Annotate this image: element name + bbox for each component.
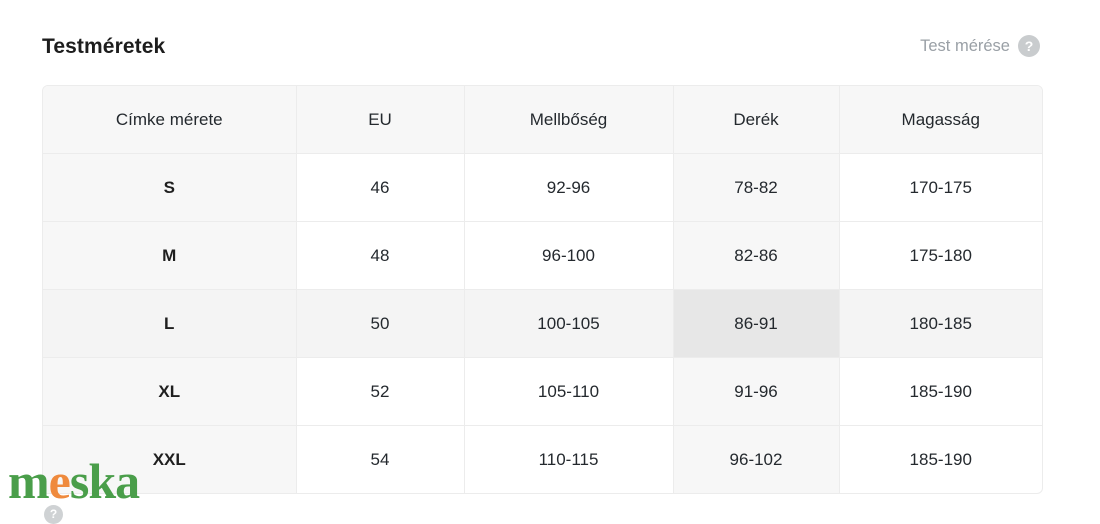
cell-height: 185-190 (909, 449, 972, 469)
cell-height: 180-185 (839, 289, 1042, 358)
table-row[interactable]: M 48 96-100 82-86 175-180 (43, 221, 1042, 290)
cell-waist[interactable]: 86-91 (673, 289, 840, 358)
cell-waist: 78-82 (673, 153, 840, 222)
column-header-chest: Mellbőség (464, 86, 674, 154)
cell-chest: 100-105 (464, 289, 674, 358)
cell-waist: 96-102 (673, 425, 840, 493)
cell-chest: 96-100 (464, 221, 674, 290)
column-header-eu: EU (296, 86, 465, 154)
column-header-label: Címke mérete (43, 86, 297, 154)
cell-waist: 91-96 (673, 357, 840, 426)
table-row[interactable]: XXL 54 110-115 96-102 185-190 (43, 425, 1042, 493)
cell-size-label: XXL (43, 425, 297, 493)
cell-chest: 105-110 (464, 357, 674, 426)
cell-waist: 82-86 (673, 221, 840, 290)
table-body: S 46 92-96 78-82 170-175 M 48 96-100 82-… (43, 153, 1042, 493)
cell-size-label: XL (43, 357, 297, 426)
cell-chest: 92-96 (464, 153, 674, 222)
section-header: Testméretek Test mérése ? (42, 26, 1040, 66)
table-header: Címke mérete EU Mellbőség Derék Magasság (43, 86, 1042, 154)
size-table: Címke mérete EU Mellbőség Derék Magasság… (43, 86, 1042, 493)
table-header-row: Címke mérete EU Mellbőség Derék Magasság (43, 86, 1042, 154)
page-title: Testméretek (42, 34, 166, 58)
measure-help-label: Test mérése (920, 36, 1010, 55)
cell-height: 175-180 (839, 221, 1042, 290)
clipped-footnote: ? (44, 504, 1004, 524)
cell-eu: 46 (296, 153, 465, 222)
table-row[interactable]: XL 52 105-110 91-96 185-190 (43, 357, 1042, 426)
cell-height: 185-190 (839, 357, 1042, 426)
column-header-height: Magasság (839, 86, 1042, 154)
cell-chest: 110-115 (464, 425, 674, 493)
cell-eu: 48 (296, 221, 465, 290)
question-mark-icon[interactable]: ? (1018, 35, 1040, 57)
cell-eu: 54 (296, 425, 465, 493)
measure-help-link[interactable]: Test mérése ? (920, 35, 1040, 57)
question-mark-icon: ? (44, 504, 63, 524)
cell-height: 170-175 (839, 153, 1042, 222)
size-table-container: Címke mérete EU Mellbőség Derék Magasság… (42, 85, 1043, 494)
table-row[interactable]: L 50 100-105 86-91 180-185 (43, 289, 1042, 358)
cell-size-label: M (43, 221, 297, 290)
table-row[interactable]: S 46 92-96 78-82 170-175 (43, 153, 1042, 222)
cell-eu: 50 (296, 289, 465, 358)
cell-size-label: L (43, 289, 297, 358)
cell-eu: 52 (296, 357, 465, 426)
column-header-waist: Derék (673, 86, 840, 154)
cell-size-label: S (43, 153, 297, 222)
